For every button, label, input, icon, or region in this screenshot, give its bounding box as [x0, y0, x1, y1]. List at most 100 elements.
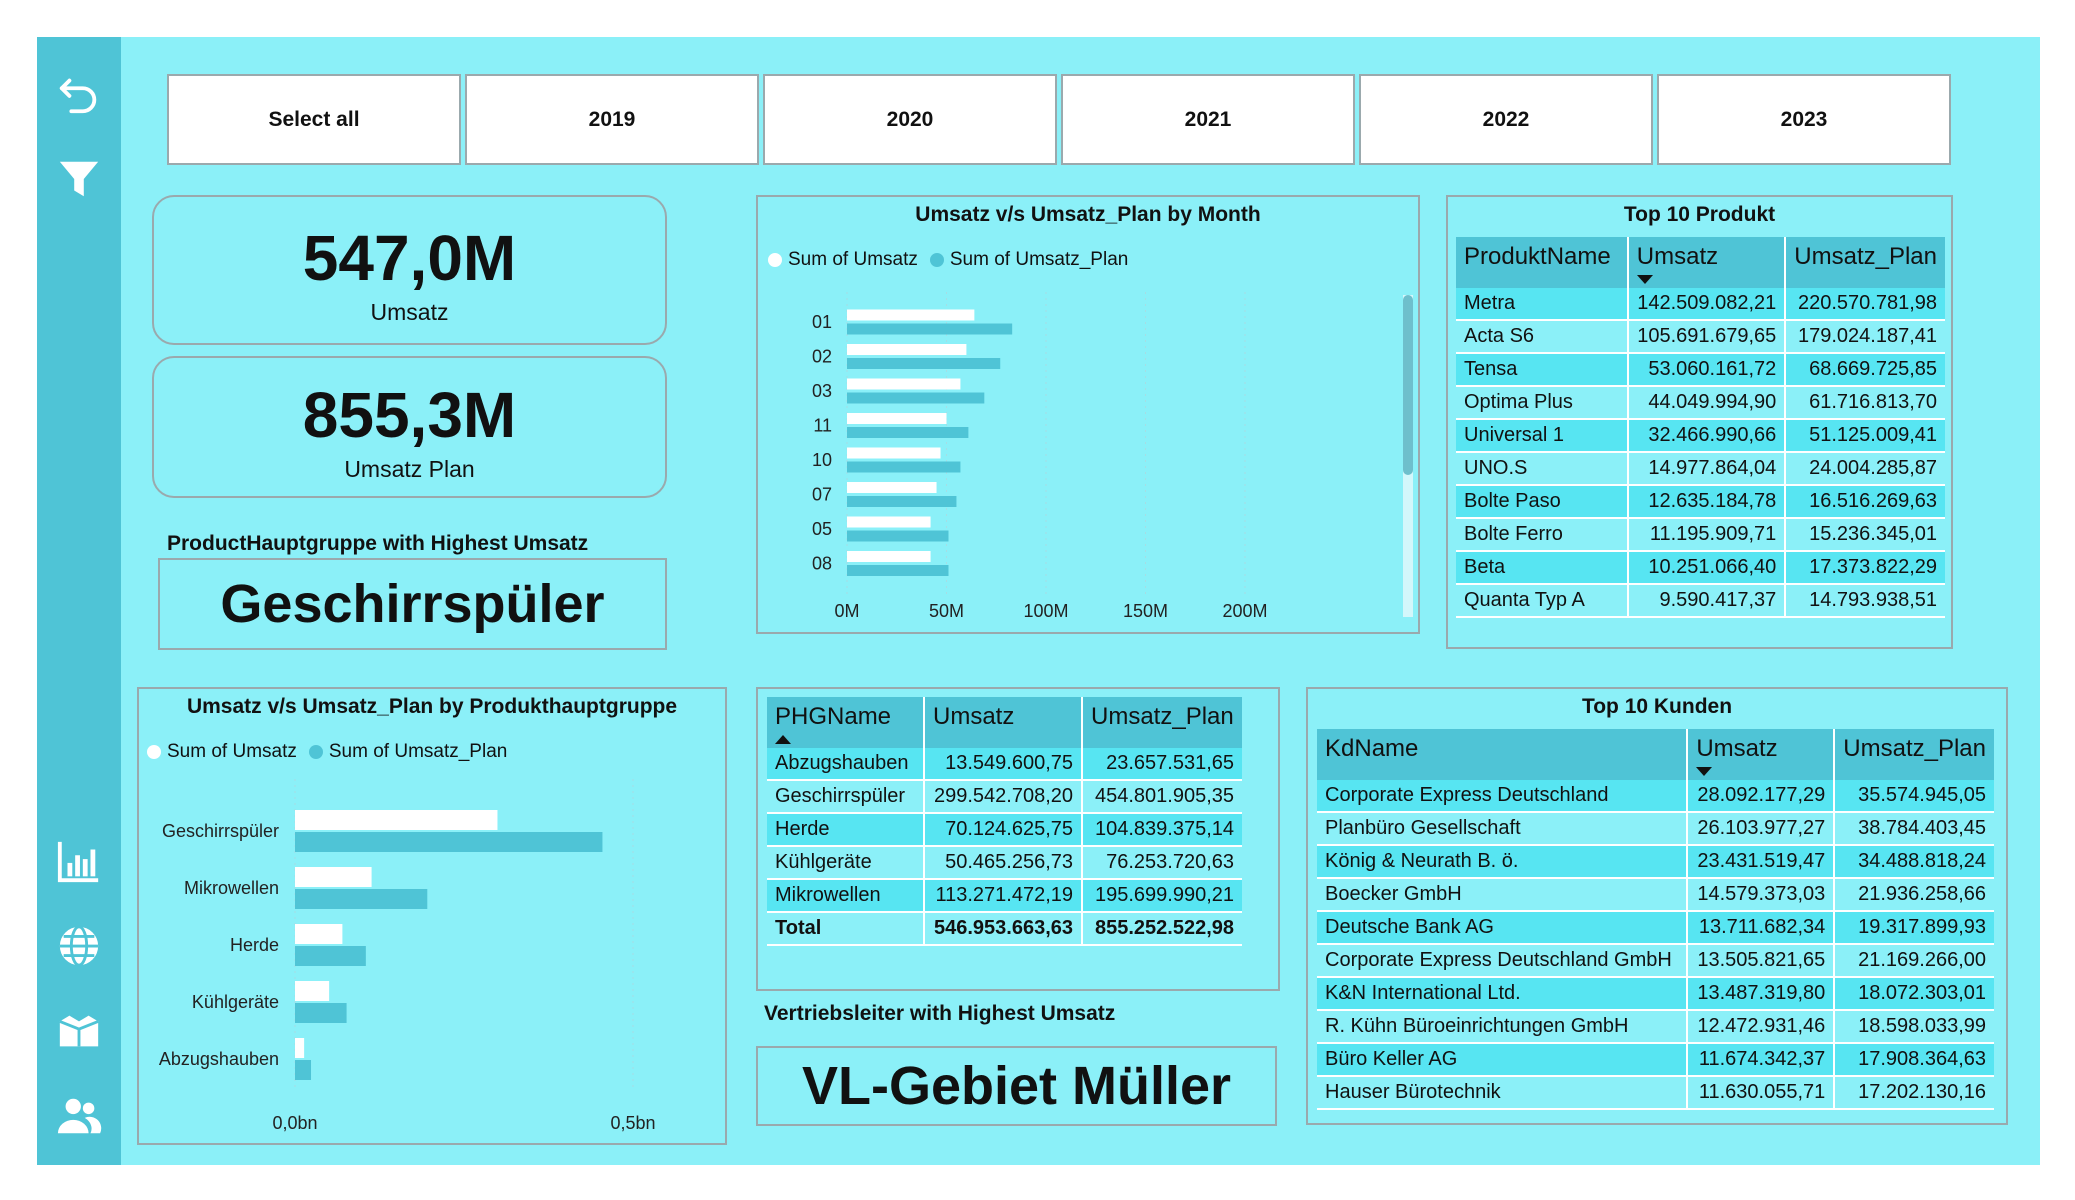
col-umsatz[interactable]: Umsatz [1627, 237, 1787, 288]
table-row[interactable]: Abzugshauben 13.549.600,75 23.657.531,65 [767, 748, 1242, 781]
bar-umsatz[interactable] [847, 413, 947, 424]
col-produktname[interactable]: ProduktName [1456, 237, 1629, 288]
category-label: Kühlgeräte [192, 992, 279, 1012]
globe-icon[interactable] [55, 922, 103, 970]
bar-umsatz[interactable] [295, 810, 498, 830]
bar-umsatz[interactable] [295, 981, 330, 1001]
bar-umsatz[interactable] [847, 482, 937, 493]
table-row[interactable]: Universal 1 32.466.990,66 51.125.009,41 [1456, 419, 1945, 453]
table-row[interactable]: Bolte Ferro 11.195.909,71 15.236.345,01 [1456, 518, 1945, 552]
bar-umsatz[interactable] [847, 516, 931, 528]
bar-umsatz[interactable] [847, 447, 941, 459]
table-row[interactable]: Herde 70.124.625,75 104.839.375,14 [767, 813, 1242, 847]
slicer-2019[interactable]: 2019 [465, 74, 759, 165]
bar-umsatz-plan[interactable] [295, 946, 366, 966]
bar-umsatz[interactable] [847, 378, 961, 390]
table-row[interactable]: Acta S6 105.691.679,65 179.024.187,41 [1456, 320, 1945, 354]
col-umsatz[interactable]: Umsatz [1687, 729, 1836, 780]
umsatz-plan-cell: 19.317.899,93 [1834, 911, 1994, 945]
highest-group-value: Geschirrspüler [158, 558, 667, 650]
group-chart-title: Umsatz v/s Umsatz_Plan by Produkthauptgr… [186, 695, 678, 718]
bar-umsatz[interactable] [295, 867, 372, 887]
bar-chart-icon[interactable] [55, 837, 103, 885]
table-row[interactable]: Deutsche Bank AG 13.711.682,34 19.317.899,… [1317, 911, 1994, 945]
col-kdname[interactable]: KdName [1317, 729, 1689, 780]
table-row[interactable]: Büro Keller AG 11.674.342,37 17.908.364,63 [1317, 1043, 1994, 1077]
table-row[interactable]: Optima Plus 44.049.994,90 61.716.813,70 [1456, 386, 1945, 420]
umsatz-cell: 14.977.864,04 [1627, 452, 1787, 486]
slicer-select-all[interactable]: Select all [167, 74, 461, 165]
category-label: 10 [812, 450, 832, 470]
bar-umsatz[interactable] [295, 1038, 305, 1058]
bar-umsatz-plan[interactable] [847, 392, 985, 404]
sort-asc-icon [775, 735, 791, 744]
name-cell: Tensa [1456, 353, 1629, 387]
bar-umsatz-plan[interactable] [847, 530, 949, 542]
table-row[interactable]: Tensa 53.060.161,72 68.669.725,85 [1456, 353, 1945, 387]
umsatz-plan-cell: 38.784.403,45 [1834, 812, 1994, 846]
slicer-2022[interactable]: 2022 [1359, 74, 1653, 165]
table-row[interactable]: Hauser Bürotechnik 11.630.055,71 17.202.13… [1317, 1076, 1994, 1110]
bar-umsatz-plan[interactable] [847, 427, 969, 438]
umsatz-plan-cell: 21.169.266,00 [1834, 944, 1994, 978]
table-row[interactable]: Bolte Paso 12.635.184,78 16.516.269,63 [1456, 485, 1945, 519]
col-umsatz-plan[interactable]: Umsatz_Plan [1082, 697, 1242, 748]
umsatz-plan-cell: 21.936.258,66 [1834, 878, 1994, 912]
total-row[interactable]: Total 546.953.663,63 855.252.522,98 [767, 912, 1242, 946]
table-row[interactable]: K&N International Ltd. 13.487.319,80 18.07… [1317, 977, 1994, 1011]
col-umsatz-label: Umsatz [1636, 243, 1719, 270]
table-row[interactable]: Corporate Express Deutschland GmbH 13.505… [1317, 944, 1994, 978]
slicer-2021[interactable]: 2021 [1061, 74, 1355, 165]
bar-umsatz-plan[interactable] [295, 889, 428, 909]
bar-umsatz[interactable] [847, 551, 931, 562]
umsatz-cell: 12.472.931,46 [1687, 1010, 1836, 1044]
month-chart-scroll-track[interactable] [1403, 295, 1413, 617]
users-icon[interactable] [55, 1092, 103, 1140]
table-row[interactable]: Corporate Express Deutschland 28.092.177,… [1317, 780, 1994, 813]
slicer-2020[interactable]: 2020 [763, 74, 1057, 165]
group-bar-chart: 0,0bn 0,5bn Geschirrspüler Mikrowellen Herde… [159, 779, 656, 1133]
bar-umsatz-plan[interactable] [847, 323, 1013, 335]
table-row[interactable]: König & Neurath B. ö. 23.431.519,47 34.488… [1317, 845, 1994, 879]
back-arrow-icon[interactable] [55, 70, 103, 118]
name-cell: Universal 1 [1456, 419, 1629, 453]
bar-umsatz-plan[interactable] [847, 461, 961, 473]
table-row[interactable]: R. Kühn Büroeinrichtungen GmbH 12.472.931… [1317, 1010, 1994, 1044]
month-chart-scrollbar[interactable] [1403, 295, 1413, 475]
table-row[interactable]: UNO.S 14.977.864,04 24.004.285,87 [1456, 452, 1945, 486]
slicer-2023[interactable]: 2023 [1657, 74, 1951, 165]
table-row[interactable]: Mikrowellen 113.271.472,19 195.699.990,21 [767, 879, 1242, 913]
table-row[interactable]: Metra 142.509.082,21 220.570.781,98 [1456, 288, 1945, 321]
umsatz-cell: 13.711.682,34 [1687, 911, 1836, 945]
bar-umsatz-plan[interactable] [295, 832, 603, 852]
bar-umsatz-plan[interactable] [295, 1003, 347, 1023]
col-umsatz[interactable]: Umsatz [924, 697, 1083, 748]
table-row[interactable]: Planbüro Gesellschaft 26.103.977,27 38.784… [1317, 812, 1994, 846]
bar-umsatz-plan[interactable] [847, 496, 957, 507]
table-row[interactable]: Geschirrspüler 299.542.708,20 454.801.905,… [767, 780, 1242, 814]
bar-umsatz[interactable] [847, 309, 975, 321]
bar-umsatz[interactable] [847, 344, 967, 355]
col-umsatz-plan[interactable]: Umsatz_Plan [1834, 729, 1994, 780]
kpi-umsatz-label: Umsatz [370, 299, 449, 325]
box-icon[interactable] [55, 1007, 103, 1055]
legend-plan-swatch [308, 745, 323, 759]
umsatz-plan-cell: 17.202.130,16 [1834, 1076, 1994, 1110]
table-row[interactable]: Beta 10.251.066,40 17.373.822,29 [1456, 551, 1945, 585]
bar-umsatz-plan[interactable] [847, 358, 1001, 369]
category-label: 11 [813, 416, 832, 436]
bar-umsatz-plan[interactable] [295, 1060, 312, 1080]
table-row[interactable]: Boecker GmbH 14.579.373,03 21.936.258,66 [1317, 878, 1994, 912]
kpi-plan-card: 855,3M Umsatz Plan [152, 356, 667, 498]
col-phgname[interactable]: PHGName [767, 697, 925, 748]
filter-icon[interactable] [55, 155, 103, 203]
bar-umsatz[interactable] [295, 924, 343, 944]
category-label: 07 [812, 485, 832, 505]
name-cell: Deutsche Bank AG [1317, 911, 1689, 945]
table-row[interactable]: Quanta Typ A 9.590.417,37 14.793.938,51 [1456, 584, 1945, 618]
col-umsatz-plan[interactable]: Umsatz_Plan [1785, 237, 1945, 288]
umsatz-cell: 44.049.994,90 [1627, 386, 1787, 420]
table-row[interactable]: Kühlgeräte 50.465.256,73 76.253.720,63 [767, 846, 1242, 880]
month-chart-panel: Umsatz v/s Umsatz_Plan by Month Sum of U… [756, 195, 1420, 634]
bar-umsatz-plan[interactable] [847, 565, 949, 576]
